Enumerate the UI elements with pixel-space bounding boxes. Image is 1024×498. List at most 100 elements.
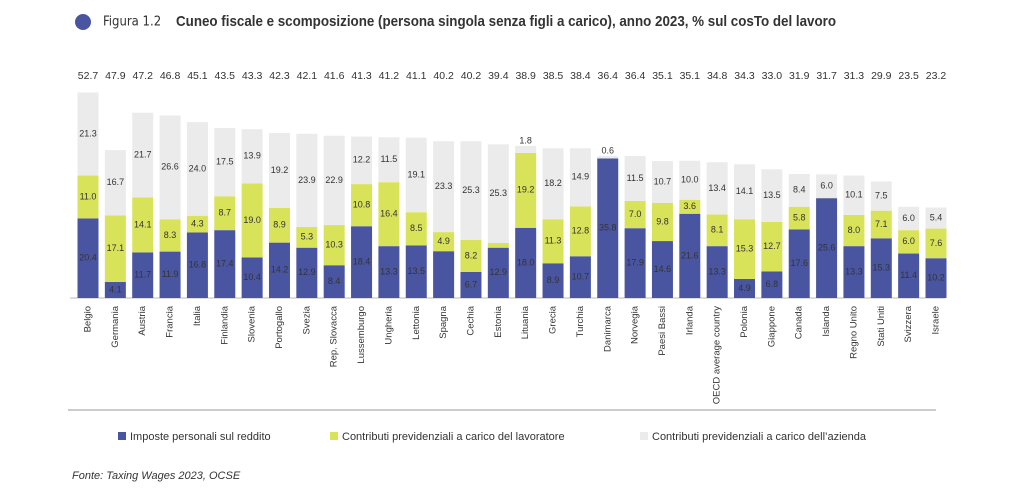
value-label: 4.9 — [738, 283, 751, 293]
value-label: 20.4 — [79, 253, 97, 263]
value-label: 8.1 — [711, 225, 724, 235]
value-label: 26.6 — [161, 162, 179, 172]
bar-segment — [132, 112, 154, 198]
value-label: 13.3 — [380, 266, 398, 276]
bar-segment — [433, 232, 455, 252]
x-tick-label: Spagna — [438, 305, 449, 338]
value-label: 14.2 — [271, 265, 289, 275]
value-label: 11.4 — [900, 270, 917, 280]
total-label: 23.2 — [926, 70, 947, 82]
total-label: 23.5 — [898, 70, 919, 82]
bar-segment — [104, 215, 126, 283]
value-label: 13.5 — [407, 266, 425, 276]
value-label: 17.5 — [216, 156, 234, 166]
bar-segment — [460, 141, 482, 240]
bar-segment — [268, 207, 290, 243]
total-label: 39.4 — [488, 70, 509, 82]
bar-segment — [597, 158, 619, 298]
total-label: 35.1 — [652, 70, 673, 82]
value-label: 8.9 — [273, 220, 286, 230]
legend-label: Imposte personali sul reddito — [130, 431, 271, 443]
total-label: 34.8 — [707, 70, 728, 82]
x-tick-label: Polonia — [739, 305, 750, 337]
bar-segment — [734, 164, 756, 220]
legend-label: Contributi previdenziali a carico dell’a… — [652, 431, 867, 443]
bar-segment — [788, 173, 810, 207]
x-tick-label: Francia — [165, 305, 176, 337]
bar-segment — [816, 174, 838, 198]
bar-segment — [651, 202, 673, 242]
total-label: 40.2 — [433, 70, 454, 82]
bar-segment — [515, 227, 537, 298]
total-label: 35.1 — [680, 70, 701, 82]
bar-segment — [378, 246, 400, 298]
value-label: 21.7 — [134, 149, 152, 159]
bar-segment — [597, 156, 619, 159]
x-tick-label: Svizzera — [903, 305, 914, 342]
bar-segment — [624, 200, 646, 229]
value-label: 11.5 — [627, 173, 644, 183]
bar-segment — [542, 263, 564, 298]
total-label: 52.7 — [78, 70, 99, 82]
bar-segment — [323, 135, 345, 226]
total-label: 29.9 — [871, 70, 892, 82]
bar-segment — [487, 243, 509, 248]
x-tick-label: OECD average country — [712, 306, 723, 404]
x-tick-label: Israele — [931, 306, 942, 335]
value-label: 7.5 — [875, 190, 888, 200]
bar-segment — [679, 199, 701, 214]
x-tick-label: Germania — [110, 305, 121, 347]
total-label: 36.4 — [598, 70, 619, 82]
bar-segment — [569, 148, 591, 207]
bar-segment — [159, 251, 181, 298]
value-label: 25.6 — [818, 242, 836, 252]
bar-segment — [515, 152, 537, 228]
x-tick-label: Portogallo — [274, 306, 285, 349]
total-label: 31.9 — [789, 70, 810, 82]
total-label: 45.1 — [187, 70, 208, 82]
value-label: 10.3 — [325, 240, 343, 250]
total-label: 41.6 — [324, 70, 345, 82]
total-label: 42.3 — [269, 70, 290, 82]
bar-segment — [843, 175, 865, 215]
chart-title: Cuneo fiscale e scomposizione (persona s… — [176, 13, 836, 30]
value-label: 17.6 — [790, 258, 808, 268]
x-tick-label: Islanda — [821, 305, 832, 336]
total-label: 33.0 — [762, 70, 783, 82]
bar-segment — [241, 129, 263, 184]
x-tick-label: Italia — [192, 305, 203, 326]
bar-segment — [241, 257, 263, 298]
value-label: 11.0 — [80, 191, 97, 201]
value-label: 6.0 — [820, 180, 833, 190]
total-label: 41.1 — [406, 70, 427, 82]
legend-swatch — [640, 432, 648, 440]
value-label: 10.2 — [927, 272, 945, 282]
bar-segment — [706, 162, 728, 215]
value-label: 12.2 — [353, 155, 371, 165]
value-label: 15.3 — [873, 263, 891, 273]
bar-segment — [378, 182, 400, 247]
bar-segment — [761, 221, 783, 272]
bar-segment — [925, 258, 947, 298]
bar-segment — [405, 245, 427, 298]
x-tick-label: Svezia — [301, 305, 312, 334]
x-tick-label: Austria — [137, 305, 148, 335]
x-tick-label: Lussemburgo — [356, 306, 367, 364]
source: Fonte: Taxing Wages 2023, OCSE — [72, 470, 241, 482]
value-label: 18.2 — [544, 178, 562, 188]
value-label: 21.6 — [681, 250, 699, 260]
value-label: 18.4 — [353, 256, 371, 266]
total-label: 41.3 — [351, 70, 372, 82]
bar-segment — [351, 136, 373, 185]
bar-segment — [268, 133, 290, 208]
total-label: 40.2 — [461, 70, 482, 82]
value-label: 8.5 — [410, 223, 423, 233]
total-label: 43.3 — [242, 70, 263, 82]
bar-segment — [77, 175, 99, 219]
value-label: 12.9 — [298, 267, 316, 277]
bar-segment — [734, 219, 756, 279]
bar-segment — [651, 161, 673, 203]
value-label: 4.3 — [191, 218, 204, 228]
value-label: 16.4 — [380, 209, 398, 219]
value-label: 13.3 — [845, 266, 863, 276]
